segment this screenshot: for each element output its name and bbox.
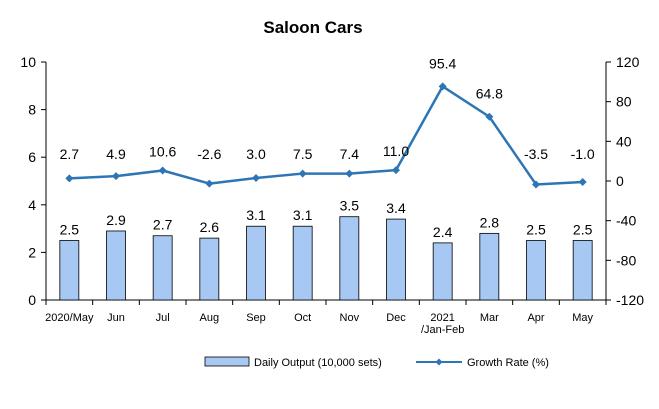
y-right-tick-label: -80	[616, 252, 636, 268]
y-right-tick-label: 120	[616, 54, 640, 70]
line-marker	[298, 169, 307, 178]
x-tick-label: Mar	[480, 312, 499, 324]
bar	[386, 218, 406, 301]
bar	[59, 240, 80, 301]
y-left-tick-label: 10	[20, 54, 36, 70]
bar-data-label: 3.5	[340, 198, 360, 214]
legend-bar-swatch	[204, 356, 250, 367]
legend-line-marker	[435, 358, 443, 366]
line-marker	[438, 82, 447, 91]
line-data-label: -1.0	[571, 146, 595, 162]
line-data-label: 7.5	[293, 146, 313, 162]
line-marker	[485, 112, 494, 121]
line-marker	[578, 177, 587, 186]
y-right-tick-label: -40	[616, 213, 636, 229]
legend-line-label: Growth Rate (%)	[467, 357, 549, 369]
bar-data-label: 3.1	[246, 207, 266, 223]
x-tick-label: 2021	[430, 312, 454, 324]
bar-data-label: 3.1	[293, 207, 313, 223]
bar	[339, 216, 360, 301]
line-data-label: 3.0	[246, 146, 266, 162]
y-left-tick-label: 0	[28, 292, 36, 308]
bar	[106, 230, 126, 301]
bar	[432, 242, 453, 301]
x-tick-label: Nov	[340, 312, 360, 324]
line-marker	[252, 174, 260, 183]
y-left-tick-label: 2	[28, 244, 36, 260]
line-data-label: 10.6	[149, 143, 176, 159]
x-tick-label: Apr	[527, 312, 544, 324]
y-right-tick-label: 0	[616, 173, 624, 189]
x-tick-label: Sep	[246, 312, 266, 324]
y-left-tick-label: 4	[28, 197, 36, 213]
bar	[292, 225, 313, 301]
bar	[246, 225, 266, 301]
x-tick-label: Dec	[386, 312, 406, 324]
y-left-tick-label: 8	[28, 102, 36, 118]
line-marker	[392, 166, 400, 175]
line-data-label: 11.0	[383, 143, 409, 159]
bar-data-label: 2.4	[433, 224, 453, 240]
line-marker	[158, 166, 167, 175]
y-left-tick-label: 6	[28, 149, 36, 165]
line-marker	[345, 169, 354, 178]
legend-bar-label: Daily Output (10,000 sets)	[254, 357, 382, 369]
line-data-label: 64.8	[476, 86, 503, 102]
line-data-label: -3.5	[524, 146, 548, 162]
bar-data-label: 2.8	[480, 214, 500, 230]
bar-data-label: 3.4	[386, 200, 406, 216]
x-tick-label: Oct	[294, 312, 311, 324]
line-data-label: 4.9	[106, 146, 126, 162]
chart-title: Saloon Cars	[263, 18, 362, 37]
bar-data-label: 2.9	[106, 212, 126, 228]
bar	[572, 240, 593, 301]
line-data-label: 95.4	[429, 55, 456, 71]
y-right-tick-label: 40	[616, 133, 632, 149]
line-data-label: 7.4	[340, 146, 360, 162]
y-right-tick-label: -120	[616, 292, 644, 308]
bar	[152, 235, 173, 301]
line-marker	[205, 179, 214, 188]
line-data-label: 2.7	[60, 146, 80, 162]
growth-line	[69, 85, 583, 186]
x-tick-label: May	[572, 312, 593, 324]
line-data-label: -2.6	[197, 146, 221, 162]
x-tick-label: Jun	[107, 312, 125, 324]
plot-area: 0 2 4 6 8 10 -120 -80 -40 0 40 80 120 2020/May Jun Jul A…	[20, 54, 644, 336]
bar-data-label: 2.6	[200, 219, 220, 235]
bar	[526, 240, 546, 301]
legend: Daily Output (10,000 sets) Growth Rate (…	[204, 356, 549, 369]
bar	[479, 232, 500, 301]
x-tick-label: Jul	[156, 312, 170, 324]
bar	[199, 237, 220, 301]
line-marker	[532, 180, 540, 189]
bar-data-label: 2.5	[526, 222, 546, 238]
x-tick-label: /Jan-Feb	[421, 324, 464, 336]
bar-data-label: 2.7	[153, 217, 173, 233]
x-tick-label: Aug	[200, 312, 220, 324]
bar-data-label: 2.5	[573, 222, 593, 238]
x-tick-label: 2020/May	[45, 312, 94, 324]
bar-data-label: 2.5	[60, 222, 80, 238]
line-marker	[65, 174, 74, 183]
y-right-tick-label: 80	[616, 94, 632, 110]
line-marker	[112, 172, 120, 181]
